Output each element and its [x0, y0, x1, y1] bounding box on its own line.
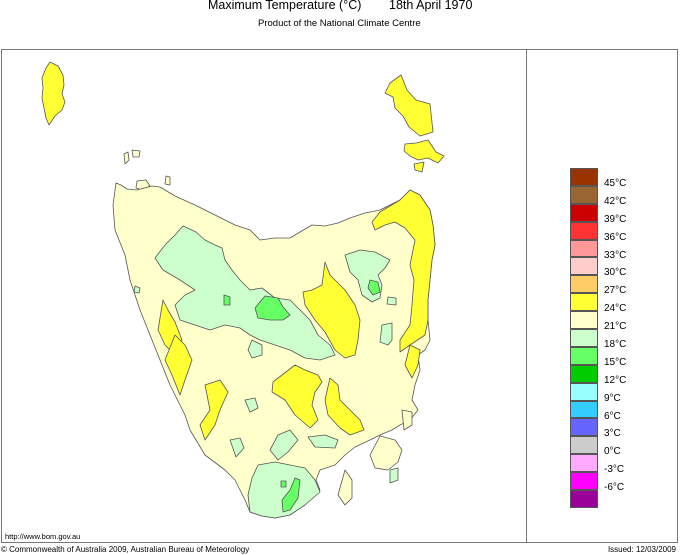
legend-swatch	[570, 168, 598, 186]
legend-label: 9°C	[604, 392, 621, 404]
legend-swatch	[570, 257, 598, 276]
source-url: http://www.bom.gov.au	[5, 532, 81, 541]
legend-label: 18°C	[604, 339, 627, 351]
legend-swatch	[570, 346, 598, 365]
legend-swatch	[570, 400, 598, 419]
map-frame	[1, 49, 678, 543]
issued-date: Issued: 12/03/2009	[607, 545, 676, 554]
map-date: 18th April 1970	[389, 0, 473, 12]
legend-label: 45°C	[604, 178, 627, 189]
legend-swatch	[570, 436, 598, 455]
legend-swatch	[570, 329, 598, 347]
flinders-island	[384, 74, 434, 137]
legend-label: 33°C	[604, 249, 627, 261]
legend-label: 0°C	[604, 446, 621, 458]
legend-label: 39°C	[604, 213, 627, 225]
panel-divider	[526, 49, 527, 543]
map-title: Maximum Temperature (°C)	[208, 0, 362, 12]
legend-swatch	[570, 185, 598, 204]
legend-swatch	[570, 454, 598, 473]
legend-label: 6°C	[604, 410, 621, 422]
legend-swatch	[570, 472, 598, 491]
legend-label: 24°C	[604, 303, 627, 315]
legend-label: -3°C	[604, 464, 625, 476]
legend-swatch	[570, 490, 598, 508]
legend-swatch	[570, 239, 598, 258]
legend-label: 3°C	[604, 428, 621, 440]
cape-barren-island	[403, 139, 445, 164]
legend-label: 12°C	[604, 374, 627, 386]
legend-swatch	[570, 275, 598, 294]
legend-label: 21°C	[604, 321, 627, 333]
legend-label: 36°C	[604, 231, 627, 243]
legend-swatch	[570, 382, 598, 401]
legend-label: 30°C	[604, 267, 627, 279]
king-island	[41, 61, 66, 126]
legend-swatch	[570, 364, 598, 383]
legend-swatch	[570, 221, 598, 240]
legend-label: -6°C	[604, 482, 625, 494]
legend-swatch	[570, 418, 598, 437]
map-subtitle: Product of the National Climate Centre	[258, 18, 421, 29]
legend-label: 42°C	[604, 195, 627, 207]
legend-swatch	[570, 203, 598, 222]
tasmania-temperature-map	[41, 61, 445, 519]
legend-swatch	[570, 293, 598, 312]
copyright-notice: © Commonwealth of Australia 2009, Austra…	[1, 545, 250, 554]
legend-swatch	[570, 311, 598, 330]
legend-label: 27°C	[604, 285, 627, 297]
map-title-bar: Maximum Temperature (°C) 18th April 1970	[0, 0, 680, 18]
legend-label: 15°C	[604, 356, 627, 368]
